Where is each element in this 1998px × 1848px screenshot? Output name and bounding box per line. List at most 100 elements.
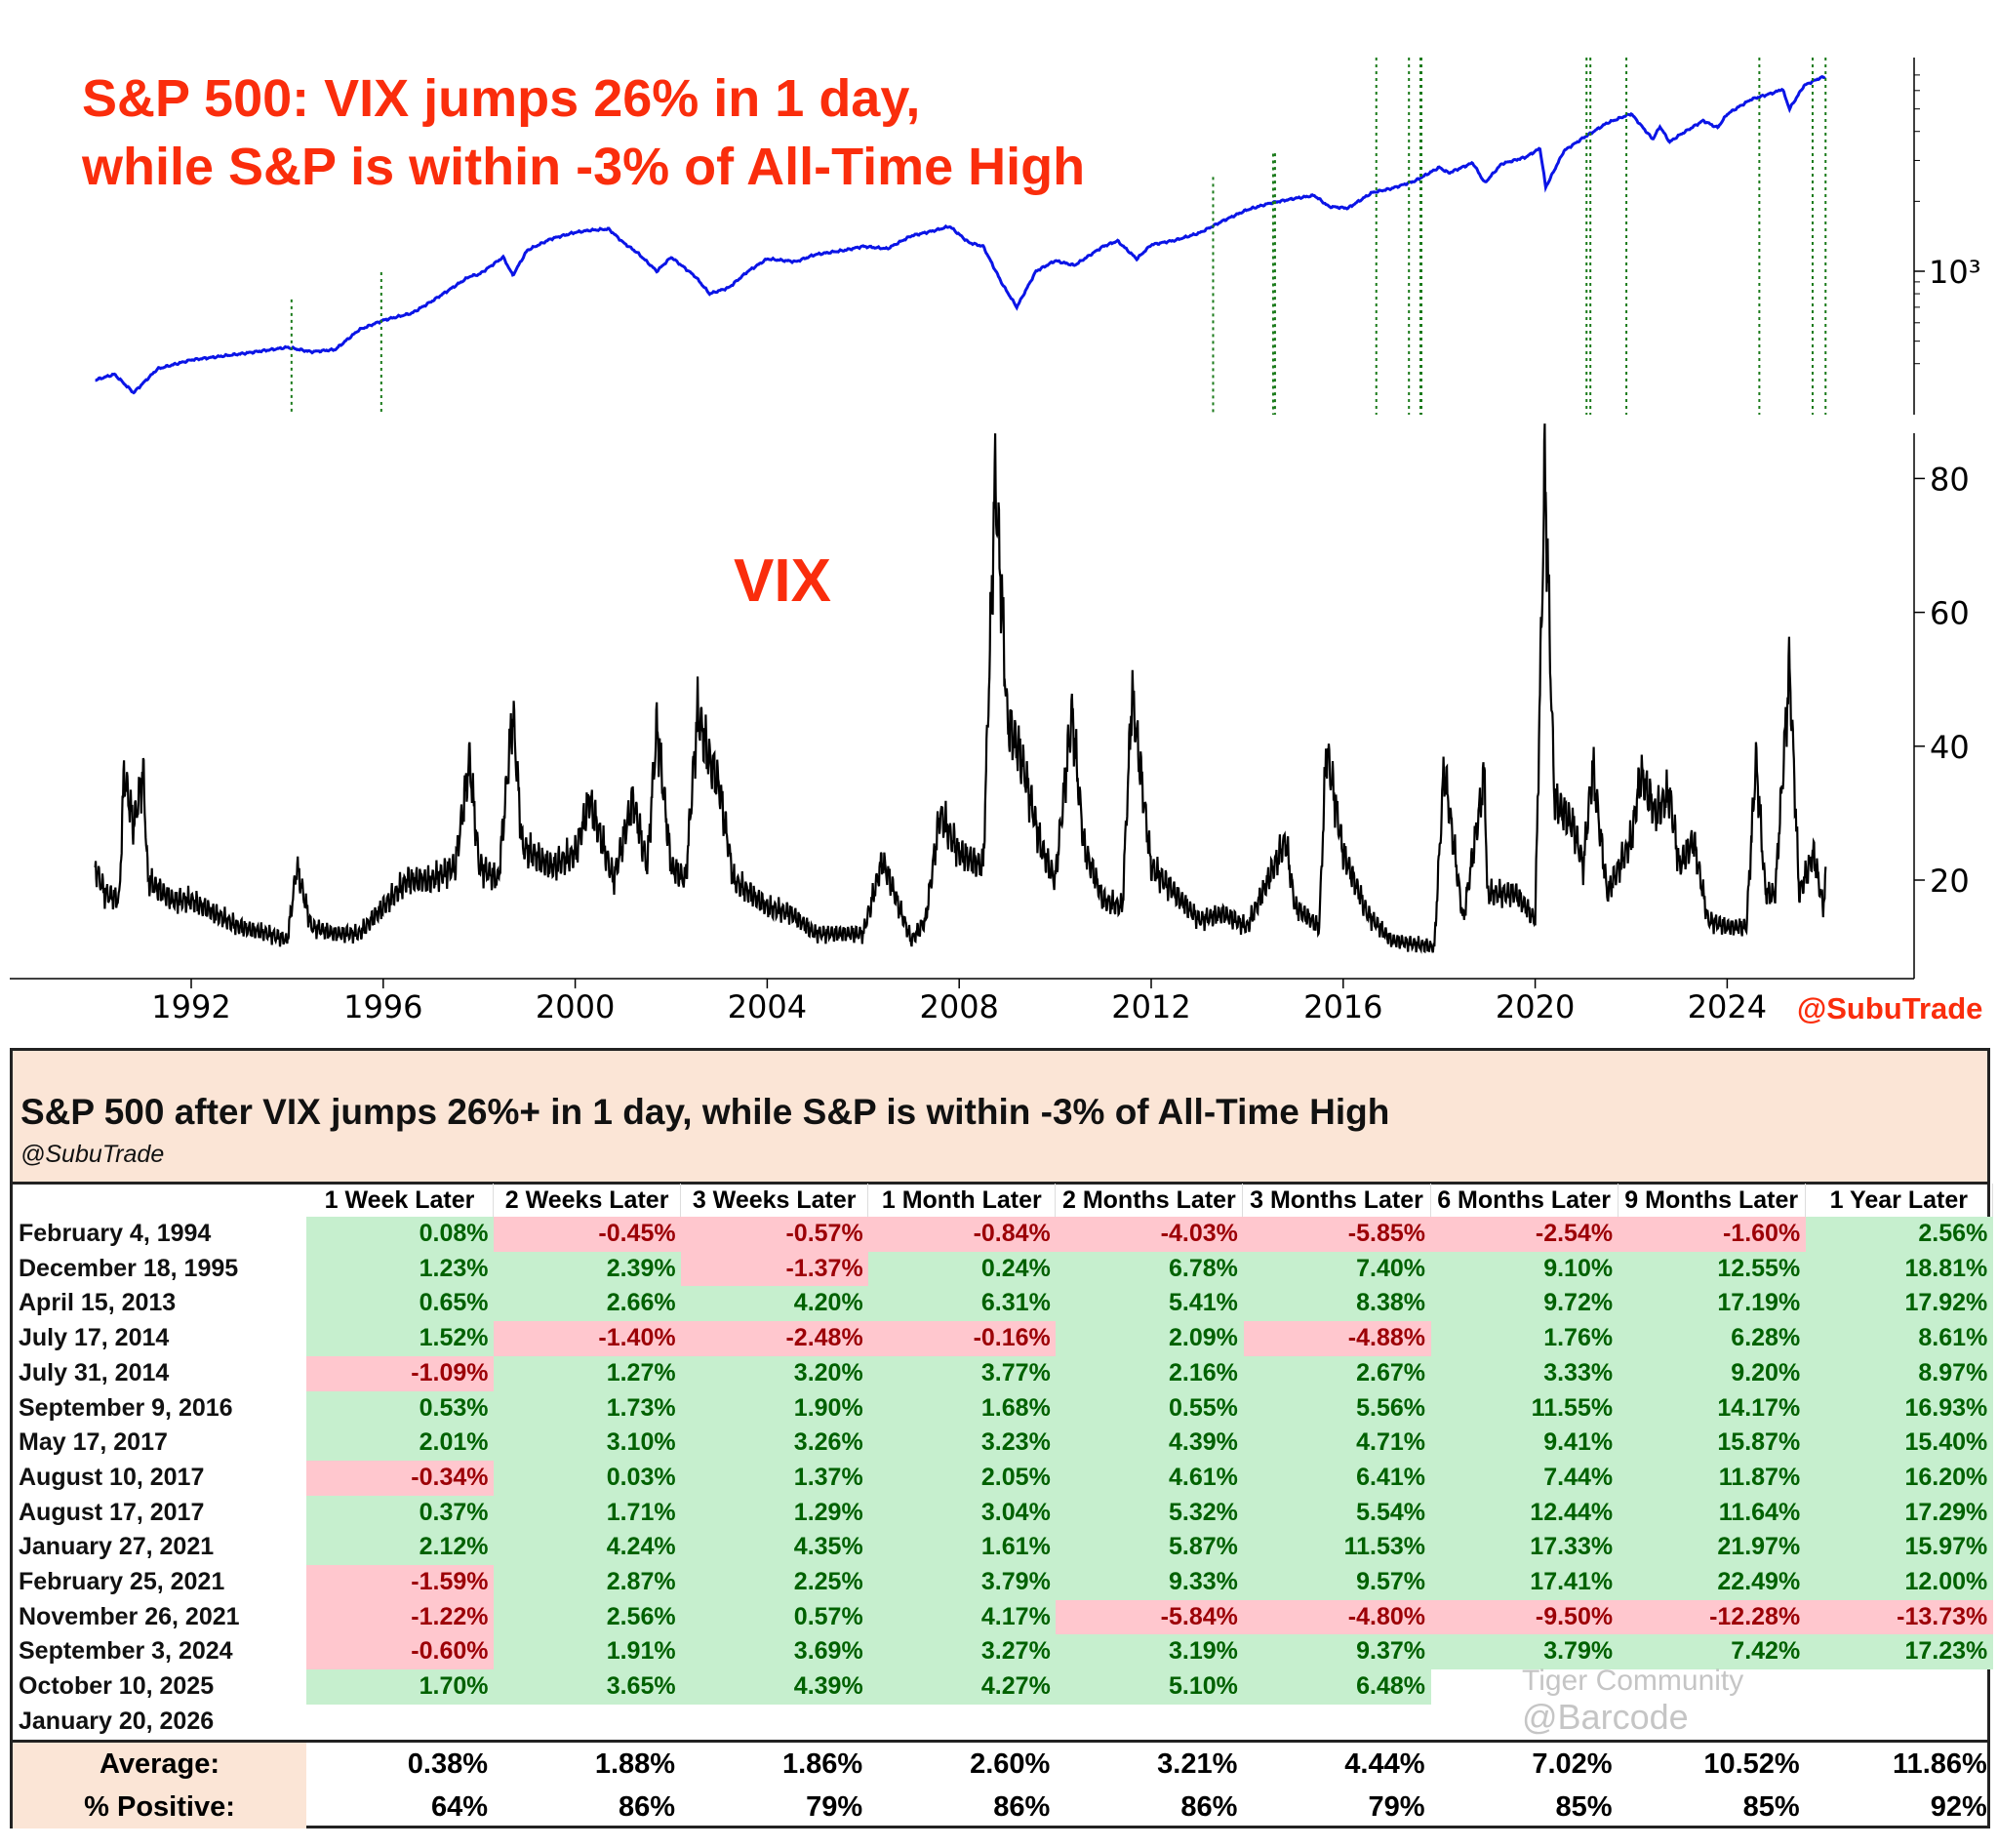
table-cell: -2.48% (681, 1321, 869, 1357)
table-cell: 0.53% (306, 1390, 495, 1426)
table-cell: -1.59% (306, 1565, 495, 1600)
table-cell: 0.37% (306, 1495, 495, 1531)
summary-value: 86% (1180, 1791, 1238, 1823)
table-cell: 4.39% (1056, 1426, 1244, 1462)
x-tick-label: 2016 (1303, 988, 1382, 1025)
vix-tick-label: 60 (1930, 595, 1970, 632)
table-cell: -1.22% (306, 1599, 495, 1635)
table-header: S&P 500 after VIX jumps 26%+ in 1 day, w… (13, 1051, 1987, 1185)
x-tick-label: 2008 (919, 988, 998, 1025)
column-header: 1 Week Later (306, 1184, 494, 1218)
x-tick-label: 2024 (1688, 988, 1767, 1025)
column-header: 1 Year Later (1806, 1184, 1993, 1218)
table-cell: 12.00% (1805, 1565, 1994, 1600)
summary-value: 85% (1742, 1791, 1800, 1823)
table-cell: 17.92% (1805, 1286, 1994, 1322)
table-subtitle: @SubuTrade (20, 1141, 165, 1168)
row-date: April 15, 2013 (19, 1289, 177, 1317)
table-cell: 8.38% (1243, 1286, 1431, 1322)
row-date: September 9, 2016 (19, 1393, 233, 1422)
summary-value: 64% (430, 1791, 488, 1823)
table-cell: 5.10% (1056, 1669, 1244, 1706)
summary-label: Average: (13, 1743, 306, 1786)
table-cell: 3.26% (681, 1426, 869, 1462)
row-date: November 26, 2021 (19, 1602, 240, 1630)
table-cell: -1.09% (306, 1355, 495, 1391)
table-cell: 5.56% (1243, 1390, 1431, 1426)
table-cell: 6.78% (1056, 1251, 1244, 1287)
table-cell: 17.29% (1805, 1495, 1994, 1531)
column-header: 6 Months Later (1431, 1184, 1618, 1218)
summary-value: 79% (806, 1791, 863, 1823)
table-cell: 6.48% (1243, 1669, 1431, 1706)
summary-value: 3.21% (1157, 1748, 1238, 1780)
table-cell: 7.44% (1430, 1460, 1619, 1496)
column-header: 2 Months Later (1056, 1184, 1244, 1218)
table-cell: 6.31% (868, 1286, 1057, 1322)
table-cell: 2.39% (494, 1251, 682, 1287)
table-cell: 1.90% (681, 1390, 869, 1426)
table-cell: -4.88% (1243, 1321, 1431, 1357)
table-cell: 7.40% (1243, 1251, 1431, 1287)
table-cell: 3.69% (681, 1634, 869, 1670)
table-cell: 9.57% (1243, 1565, 1431, 1600)
column-header: 3 Weeks Later (681, 1184, 869, 1218)
table-cell: -0.60% (306, 1634, 495, 1670)
x-tick-label: 1996 (343, 988, 422, 1025)
table-cell: 0.03% (494, 1460, 682, 1496)
table-cell: 2.56% (494, 1599, 682, 1635)
table-cell: 0.08% (306, 1217, 495, 1252)
chart-title-line2: while S&P is within -3% of All-Time High (82, 138, 1086, 196)
summary-value: 1.86% (781, 1748, 863, 1780)
table-cell: 4.27% (868, 1669, 1057, 1706)
summary-value: 79% (1368, 1791, 1425, 1823)
table-cell: 12.44% (1430, 1495, 1619, 1531)
table-cell: 5.41% (1056, 1286, 1244, 1322)
table-cell: -1.40% (494, 1321, 682, 1357)
table-cell: -9.50% (1430, 1599, 1619, 1635)
table-cell: 2.05% (868, 1460, 1057, 1496)
table-cell: 9.37% (1243, 1634, 1431, 1670)
table-cell: -0.34% (306, 1460, 495, 1496)
table-cell: 2.12% (306, 1530, 495, 1566)
table-cell: 0.65% (306, 1286, 495, 1322)
summary-value: 7.02% (1532, 1748, 1613, 1780)
row-date: August 10, 2017 (19, 1463, 205, 1491)
row-date: July 31, 2014 (19, 1358, 170, 1386)
table-cell: 3.20% (681, 1355, 869, 1391)
row-date: October 10, 2025 (19, 1672, 215, 1701)
table-cell: 3.65% (494, 1669, 682, 1706)
column-header: 1 Month Later (868, 1184, 1057, 1218)
table-cell: 9.41% (1430, 1426, 1619, 1462)
column-header: 2 Weeks Later (494, 1184, 682, 1218)
column-header: 9 Months Later (1618, 1184, 1806, 1218)
row-date: January 20, 2026 (19, 1707, 215, 1735)
table-cell: 21.97% (1618, 1530, 1807, 1566)
table-cell: 1.27% (494, 1355, 682, 1391)
table-cell: 1.73% (494, 1390, 682, 1426)
table-cell: -5.84% (1056, 1599, 1244, 1635)
table-cell: 6.41% (1243, 1460, 1431, 1496)
table-cell: 2.67% (1243, 1355, 1431, 1391)
table-cell: 11.55% (1430, 1390, 1619, 1426)
table-cell: 5.54% (1243, 1495, 1431, 1531)
table-cell: 16.93% (1805, 1390, 1994, 1426)
table-cell: 9.72% (1430, 1286, 1619, 1322)
table-cell: 1.91% (494, 1634, 682, 1670)
table-cell: 17.23% (1805, 1634, 1994, 1670)
summary-value: 11.86% (1893, 1748, 1987, 1780)
summary-value: 86% (993, 1791, 1051, 1823)
spx-line (95, 74, 1826, 395)
row-date: May 17, 2017 (19, 1428, 168, 1457)
table-cell: 3.77% (868, 1355, 1057, 1391)
table-cell: -0.16% (868, 1321, 1057, 1357)
summary-divider (13, 1740, 1987, 1743)
table-cell: 1.70% (306, 1669, 495, 1706)
table-cell: 17.19% (1618, 1286, 1807, 1322)
table-cell: -4.80% (1243, 1599, 1431, 1635)
table-cell: 1.71% (494, 1495, 682, 1531)
table-cell: 4.17% (868, 1599, 1057, 1635)
table-cell: -0.57% (681, 1217, 869, 1252)
summary-value: 86% (619, 1791, 676, 1823)
summary-value: 2.60% (970, 1748, 1051, 1780)
